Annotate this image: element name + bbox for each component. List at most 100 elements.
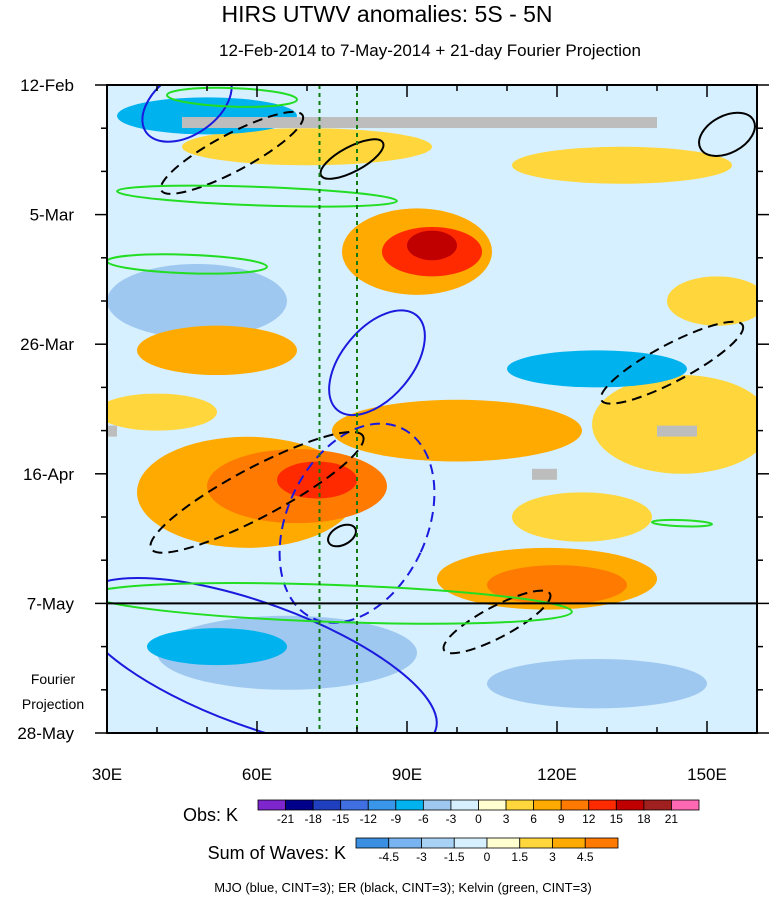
colorbar-tick-label: -12 bbox=[360, 812, 378, 826]
er-contour bbox=[698, 111, 756, 157]
kelvin-contour bbox=[107, 582, 573, 625]
anomaly-patch bbox=[332, 399, 582, 462]
y-axis: 12-Feb 5-Mar 26-Mar 16-Apr 7-May 28-May bbox=[17, 76, 769, 743]
wave-legend-text: MJO (blue, CINT=3); ER (black, CINT=3); … bbox=[214, 880, 591, 895]
colorbar-swatch bbox=[552, 837, 586, 849]
colorbar-tick-label: -6 bbox=[418, 812, 429, 826]
anomaly-patch bbox=[107, 393, 217, 431]
colorbar-tick-label: -3 bbox=[446, 812, 457, 826]
colorbar-swatch bbox=[584, 837, 619, 849]
er-contour bbox=[159, 110, 305, 195]
anomaly-patch bbox=[107, 263, 287, 339]
anomaly-patch bbox=[592, 375, 757, 474]
x-tick-label: 30E bbox=[92, 765, 122, 784]
wave-contour-layer bbox=[107, 85, 756, 733]
projection-label-line1: Fourier bbox=[31, 671, 76, 687]
waves-colorbar-label: Sum of Waves: K bbox=[208, 843, 346, 863]
anomaly-patch bbox=[507, 350, 687, 388]
colorbar-swatch bbox=[355, 837, 390, 849]
anomaly-patch bbox=[182, 128, 432, 166]
x-tick-label: 60E bbox=[242, 765, 272, 784]
x-tick-label: 150E bbox=[687, 765, 727, 784]
waves-colorbar: -4.5 -3 -1.5 0 1.5 3 4.5 bbox=[355, 837, 619, 864]
missing-data-patch bbox=[182, 117, 657, 129]
colorbar-tick-label: -3 bbox=[416, 850, 427, 864]
y-tick-label: 26-Mar bbox=[20, 335, 74, 354]
anomaly-patch bbox=[512, 146, 732, 184]
chart-title: HIRS UTWV anomalies: 5S - 5N bbox=[221, 1, 552, 27]
anomaly-patch bbox=[137, 325, 297, 376]
colorbar-tick-label: 18 bbox=[637, 812, 651, 826]
missing-data-patch bbox=[532, 468, 557, 480]
colorbar-swatch bbox=[478, 799, 507, 811]
colorbar-swatch bbox=[643, 799, 672, 811]
anomaly-patch bbox=[667, 276, 757, 326]
er-contour bbox=[327, 523, 357, 548]
missing-data-patch bbox=[107, 425, 117, 437]
y-tick-label: 28-May bbox=[17, 724, 74, 743]
obs-colorbar: -21 -18 -15 -12 -9 -6 -3 0 3 6 9 12 15 18 21 bbox=[257, 799, 700, 826]
colorbar-tick-label: 6 bbox=[530, 812, 537, 826]
chart-subtitle: 12-Feb-2014 to 7-May-2014 + 21-day Fouri… bbox=[219, 41, 641, 60]
colorbar-swatch bbox=[257, 799, 286, 811]
colorbar-swatch bbox=[671, 799, 700, 811]
colorbar-tick-label: -15 bbox=[332, 812, 350, 826]
y-tick-label: 5-Mar bbox=[30, 206, 75, 225]
colorbar-tick-label: 3 bbox=[549, 850, 556, 864]
er-contour bbox=[149, 430, 365, 554]
colorbar-swatch bbox=[395, 799, 424, 811]
mjo-contour bbox=[107, 577, 438, 733]
colorbar-swatch bbox=[519, 837, 553, 849]
colorbar-tick-label: -18 bbox=[304, 812, 322, 826]
er-contour bbox=[599, 320, 745, 405]
colorbar-swatch bbox=[486, 837, 521, 849]
colorbar-swatch bbox=[285, 799, 314, 811]
colorbar-swatch bbox=[421, 837, 455, 849]
colorbar-swatch bbox=[367, 799, 397, 811]
colorbar-swatch bbox=[505, 799, 535, 811]
colorbar-swatch bbox=[588, 799, 617, 811]
y-tick-label: 7-May bbox=[27, 594, 75, 613]
er-contour bbox=[319, 138, 385, 180]
x-tick-label: 90E bbox=[392, 765, 422, 784]
colorbar-tick-label: 12 bbox=[582, 812, 596, 826]
x-axis: 30E 60E 90E 120E 150E bbox=[92, 85, 758, 784]
plot-frame bbox=[106, 84, 758, 734]
colorbar-tick-label: -9 bbox=[390, 812, 401, 826]
colorbar-tick-label: 0 bbox=[475, 812, 482, 826]
mjo-contour bbox=[278, 422, 436, 624]
colorbar-swatch bbox=[388, 837, 422, 849]
anomaly-patch bbox=[147, 628, 287, 666]
colorbar-tick-label: 4.5 bbox=[577, 850, 594, 864]
anomaly-patch bbox=[407, 230, 457, 261]
anomaly-patch bbox=[277, 461, 357, 499]
kelvin-contour bbox=[116, 184, 398, 208]
projection-label-line2: Projection bbox=[22, 696, 84, 712]
colorbar-swatch bbox=[533, 799, 562, 811]
colorbar-swatch bbox=[422, 799, 452, 811]
mjo-contour bbox=[328, 309, 426, 417]
y-tick-label: 16-Apr bbox=[23, 465, 74, 484]
colorbar-tick-label: 3 bbox=[503, 812, 510, 826]
colorbar-swatch bbox=[340, 799, 369, 811]
colorbar-swatch bbox=[450, 799, 479, 811]
kelvin-contour bbox=[651, 518, 713, 528]
anomaly-fill-layer bbox=[107, 97, 757, 709]
colorbar-tick-label: -1.5 bbox=[444, 850, 465, 864]
colorbar-tick-label: 0 bbox=[484, 850, 491, 864]
colorbar-tick-label: 21 bbox=[665, 812, 679, 826]
colorbar-tick-label: -4.5 bbox=[378, 850, 399, 864]
colorbar-tick-label: -21 bbox=[277, 812, 295, 826]
colorbar-swatch bbox=[453, 837, 488, 849]
anomaly-patch bbox=[487, 658, 707, 709]
colorbar-swatch bbox=[560, 799, 590, 811]
mjo-contour bbox=[141, 85, 233, 143]
colorbar-tick-label: 9 bbox=[558, 812, 565, 826]
y-tick-label: 12-Feb bbox=[20, 76, 74, 95]
anomaly-patch bbox=[512, 492, 652, 542]
colorbar-swatch bbox=[312, 799, 342, 811]
colorbar-tick-label: 1.5 bbox=[511, 850, 528, 864]
kelvin-contour bbox=[166, 86, 298, 108]
reference-lines bbox=[318, 85, 358, 733]
colorbar-tick-label: 15 bbox=[610, 812, 624, 826]
